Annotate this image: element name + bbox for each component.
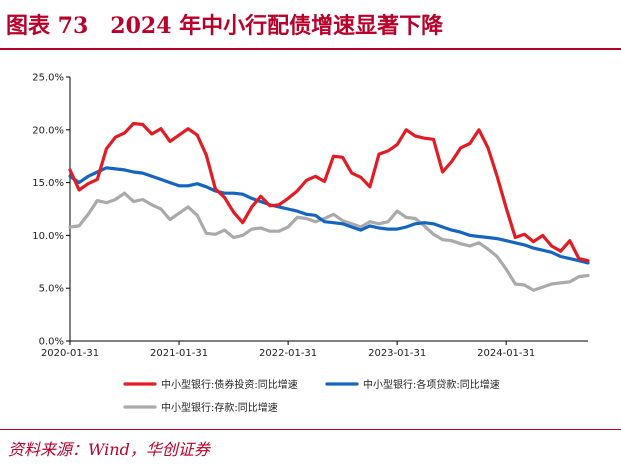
x-tick-label: 2022-01-31 bbox=[259, 348, 317, 359]
legend-label: 中小型银行:各项贷款:同比增速 bbox=[363, 378, 500, 391]
y-tick-label: 5.0% bbox=[39, 284, 64, 295]
source-note: 资料来源：Wind，华创证券 bbox=[8, 440, 210, 459]
series-line bbox=[68, 166, 590, 265]
chart-lines bbox=[68, 121, 590, 292]
title-divider bbox=[0, 48, 621, 50]
series-line bbox=[68, 191, 590, 292]
chart-axes: 0.0% 5.0% 10.0% 15.0% 20.0% 25.0% 2020-01-31 20… bbox=[32, 73, 588, 359]
y-tick-label: 0.0% bbox=[39, 337, 64, 348]
y-tick-label: 20.0% bbox=[32, 125, 64, 136]
chart-title: 图表 73 2024 年中小行配债增速显著下降 bbox=[6, 13, 444, 39]
legend-label: 中小型银行:存款:同比增速 bbox=[161, 401, 278, 414]
source-divider bbox=[0, 429, 621, 430]
y-tick-label: 25.0% bbox=[32, 73, 64, 84]
x-tick-label: 2023-01-31 bbox=[368, 348, 426, 359]
y-tick-label: 15.0% bbox=[32, 178, 64, 189]
legend-label: 中小型银行:债券投资:同比增速 bbox=[161, 378, 298, 391]
series-line bbox=[68, 121, 590, 263]
y-tick-label: 10.0% bbox=[32, 231, 64, 242]
x-tick-label: 2021-01-31 bbox=[150, 348, 208, 359]
x-tick-label: 2020-01-31 bbox=[41, 348, 99, 359]
x-tick-label: 2024-01-31 bbox=[477, 348, 535, 359]
chart-legend: 中小型银行:债券投资:同比增速 中小型银行:各项贷款:同比增速中小型银行:存款:同… bbox=[123, 378, 500, 414]
